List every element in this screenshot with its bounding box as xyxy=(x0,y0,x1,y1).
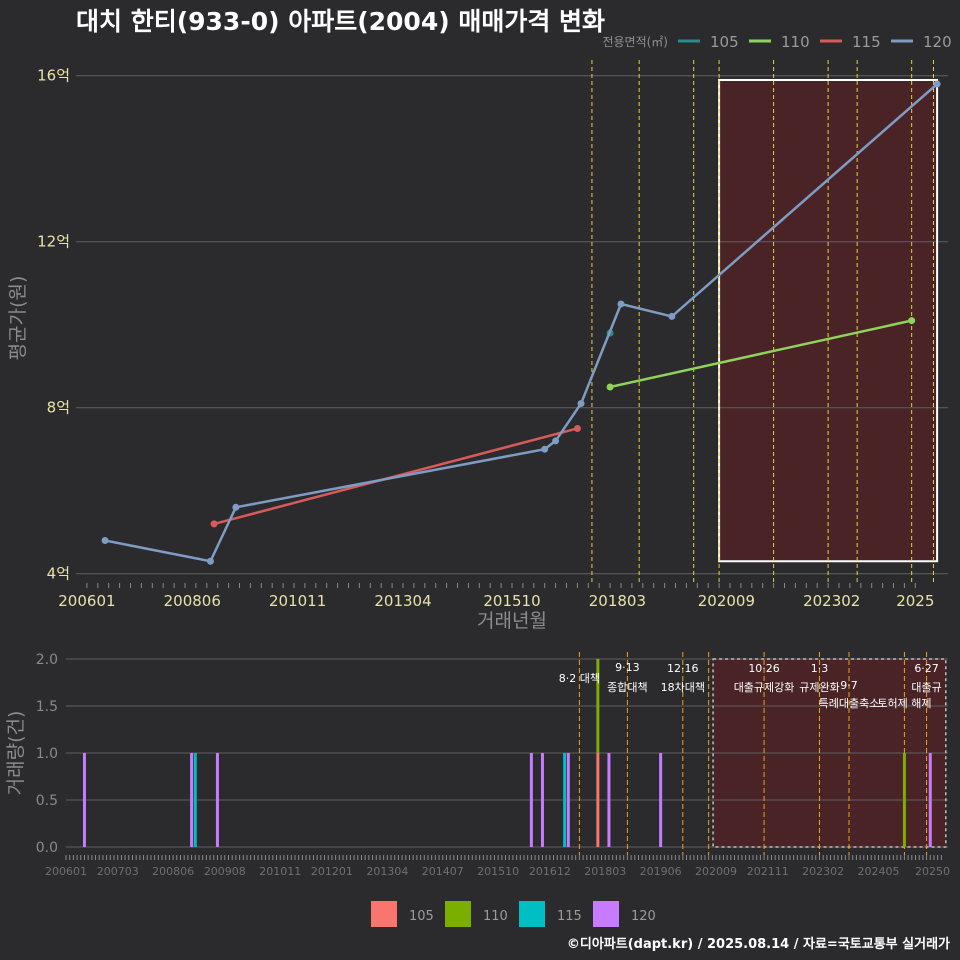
y-axis-title: 평균가(원) xyxy=(7,276,29,361)
x-tick-label: 201011 xyxy=(269,592,326,610)
data-point-110 xyxy=(908,317,916,325)
policy-annotation-date: 8·2 대책 xyxy=(559,672,600,685)
policy-annotation-date: 9·13 xyxy=(615,661,640,674)
price-chart-panel: 4억 8억 12억 16억 200601 200806 201011 201304 201510… xyxy=(7,33,952,632)
y-tick-label-bottom: 1.0 xyxy=(36,746,58,762)
policy-annotation-name: 토허제 해제 xyxy=(877,696,931,710)
legend-swatch-110 xyxy=(445,901,471,927)
x-tick-label-bottom: 200908 xyxy=(204,865,246,878)
x-tick-label-bottom: 201612 xyxy=(529,865,571,878)
legend-label-bottom-105: 105 xyxy=(409,909,434,924)
data-point-120 xyxy=(577,400,585,408)
legend-label-bottom-120: 120 xyxy=(631,909,656,924)
data-point-120 xyxy=(541,445,549,453)
volume-bar-120 xyxy=(540,753,544,847)
policy-annotation-date: 6·27 xyxy=(914,662,939,675)
data-point-120 xyxy=(552,437,560,445)
x-tick-label: 201803 xyxy=(589,592,646,610)
y-tick-label: 4억 xyxy=(47,565,70,583)
policy-annotation-name: 종합대책 xyxy=(607,681,647,694)
policy-annotation-name: 대출규 xyxy=(911,681,941,694)
policy-annotation-date: 12·16 xyxy=(667,662,699,675)
source-footer: ©디아파트(dapt.kr) / 2025.08.14 / 자료=국토교통부 실… xyxy=(566,937,950,952)
volume-bar-115 xyxy=(193,753,197,847)
legend-swatch-105 xyxy=(371,901,397,927)
volume-bar-110 xyxy=(596,659,600,753)
page-title: 대치 한티(933-0) 아파트(2004) 매매가격 변화 xyxy=(76,7,606,36)
volume-bar-120 xyxy=(529,753,533,847)
x-tick-label-bottom: 201510 xyxy=(477,865,519,878)
policy-annotation-name: 대출규제강화 xyxy=(734,681,795,694)
policy-annotation-name: 18차대책 xyxy=(661,681,705,694)
legend-label-120: 120 xyxy=(923,33,952,51)
data-point-115 xyxy=(573,424,581,432)
y-tick-label-bottom: 0.5 xyxy=(36,793,58,809)
x-tick-label: 202009 xyxy=(698,592,755,610)
legend-label-bottom-110: 110 xyxy=(483,909,508,924)
series-line-110 xyxy=(609,319,912,389)
data-point-120 xyxy=(617,300,625,308)
y-tick-label: 8억 xyxy=(47,399,70,417)
data-point-120 xyxy=(206,557,214,565)
data-point-110 xyxy=(606,383,614,391)
policy-annotation-name: 특례대출축소 xyxy=(819,697,880,710)
policy-annotation-date: 9·7 xyxy=(840,679,858,692)
x-tick-label: 201510 xyxy=(483,592,540,610)
legend-swatch-120 xyxy=(593,901,619,927)
x-tick-label-bottom: 202111 xyxy=(747,865,789,878)
volume-bar-105 xyxy=(596,753,600,847)
volume-bar-115 xyxy=(563,753,567,847)
volume-bar-120 xyxy=(928,753,932,847)
legend-swatch-115 xyxy=(519,901,545,927)
data-point-115 xyxy=(210,520,218,528)
y-tick-label: 16억 xyxy=(37,67,70,85)
legend-label-105: 105 xyxy=(710,33,739,51)
policy-annotation-name: 규제완화 xyxy=(799,681,839,694)
legend-label-110: 110 xyxy=(781,33,810,51)
x-tick-label-bottom: 201906 xyxy=(640,865,682,878)
y-tick-label-bottom: 0.0 xyxy=(36,840,58,856)
y-tick-label-bottom: 1.5 xyxy=(36,699,58,715)
x-axis-title: 거래년월 xyxy=(477,610,547,632)
data-point-120 xyxy=(232,503,240,511)
x-tick-label-bottom: 201407 xyxy=(422,865,464,878)
x-tick-label-bottom: 202009 xyxy=(695,865,737,878)
x-tick-label: 2025 xyxy=(896,592,934,610)
x-tick-label-bottom: 200703 xyxy=(97,865,139,878)
data-point-120 xyxy=(101,537,109,545)
policy-annotation-date: 1·3 xyxy=(811,662,829,675)
data-point-120 xyxy=(933,80,941,88)
legend-title: 전용면적(㎡) xyxy=(602,35,668,49)
volume-bar-120 xyxy=(659,753,663,847)
x-tick-label: 201304 xyxy=(374,592,431,610)
volume-chart-panel: 0.0 0.5 1.0 1.5 2.0 200601 200703 200806 200908 2… xyxy=(5,652,950,927)
x-tick-label-bottom: 200601 xyxy=(45,865,87,878)
x-tick-label-bottom: 201803 xyxy=(584,865,626,878)
highlight-period-border-bottom xyxy=(712,658,947,848)
volume-bar-120 xyxy=(190,753,194,847)
legend-label-115: 115 xyxy=(852,33,881,51)
y-tick-label: 12억 xyxy=(37,233,70,251)
x-tick-label-bottom: 201011 xyxy=(259,865,301,878)
volume-bar-120 xyxy=(607,753,611,847)
x-tick-label-bottom: 202405 xyxy=(858,865,900,878)
x-tick-label-bottom: 202302 xyxy=(802,865,844,878)
data-point-120 xyxy=(668,312,676,320)
volume-bar-110 xyxy=(902,753,906,847)
y-axis-title-bottom: 거래량(건) xyxy=(5,711,27,796)
legend-label-bottom-115: 115 xyxy=(557,909,582,924)
volume-bar-120 xyxy=(566,753,570,847)
volume-bar-120 xyxy=(82,753,86,847)
x-tick-label-bottom: 201304 xyxy=(366,865,408,878)
x-tick-label-bottom: 200806 xyxy=(152,865,194,878)
x-tick-label-bottom: 20250 xyxy=(915,865,950,878)
y-tick-label-bottom: 2.0 xyxy=(36,652,58,668)
x-tick-label: 200601 xyxy=(58,592,115,610)
x-tick-label: 202302 xyxy=(803,592,860,610)
volume-bar-120 xyxy=(215,753,219,847)
policy-annotation-date: 10·26 xyxy=(748,662,780,675)
x-tick-label-bottom: 201201 xyxy=(311,865,353,878)
x-tick-label: 200806 xyxy=(164,592,221,610)
